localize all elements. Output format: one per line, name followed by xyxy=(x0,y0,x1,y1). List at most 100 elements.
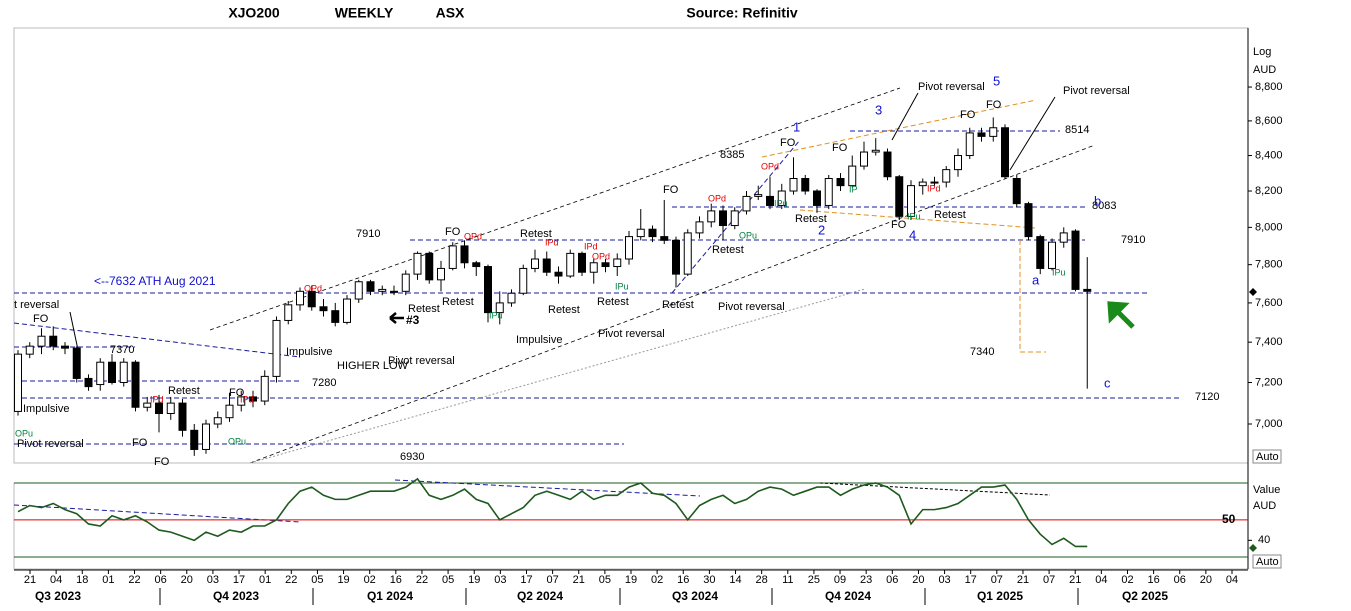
x-tick-label: 14 xyxy=(729,574,741,586)
candle-body xyxy=(84,377,93,388)
osc-line xyxy=(17,477,1088,548)
x-tick-label: 21 xyxy=(573,574,585,586)
auto-button[interactable] xyxy=(1252,449,1282,464)
annotation: 7370 xyxy=(110,344,134,356)
x-tick-label: 06 xyxy=(886,574,898,586)
candle-body xyxy=(378,288,387,292)
annotation: b xyxy=(1094,193,1101,208)
candle-body xyxy=(143,402,152,408)
x-tick-label: 21 xyxy=(24,574,36,586)
x-tick-label: 16 xyxy=(1147,574,1159,586)
annotation: IPu xyxy=(774,198,788,208)
candle-body xyxy=(202,423,210,450)
candle-body xyxy=(354,281,363,300)
annotation: 8514 xyxy=(1065,124,1089,136)
x-tick-label: 06 xyxy=(155,574,167,586)
x-tick-label: 05 xyxy=(442,574,454,586)
candle-body xyxy=(930,181,939,184)
annotation: Retest xyxy=(168,385,200,397)
auto-button-label[interactable]: Auto xyxy=(1256,556,1279,568)
candle-body xyxy=(719,210,727,227)
candle-body xyxy=(907,185,915,217)
x-tick-label: 21 xyxy=(1017,574,1029,586)
quarter-label: Q4 2024 xyxy=(825,589,871,603)
candle-body xyxy=(542,258,551,273)
osc-tick-label: 40 xyxy=(1258,534,1270,546)
candle-body xyxy=(131,361,140,408)
annotation: FO xyxy=(154,456,170,468)
annotation: c xyxy=(1104,375,1111,390)
candle-body xyxy=(918,181,927,187)
annotation: OPd xyxy=(464,231,482,241)
candle-body xyxy=(766,195,774,206)
candle-body xyxy=(707,210,716,223)
candle-body xyxy=(343,298,351,323)
quarter-label: Q2 2024 xyxy=(517,589,563,603)
annotation: HIGHER LOW xyxy=(337,360,409,372)
annotation: Retest xyxy=(795,213,827,225)
annotation: t reversal xyxy=(14,299,59,311)
quarter-label: Q1 2024 xyxy=(367,589,413,603)
annotation: #3 xyxy=(406,313,420,327)
x-tick-label: 21 xyxy=(1069,574,1081,586)
auto-button-label[interactable]: Auto xyxy=(1256,451,1279,463)
candle-body xyxy=(72,347,81,379)
candle-body xyxy=(801,178,810,192)
annotation: FO xyxy=(132,437,148,449)
candle-body xyxy=(942,169,951,183)
annotation: Pivot reversal xyxy=(598,328,665,340)
annotation: FO xyxy=(986,99,1002,111)
x-tick-label: 07 xyxy=(1043,574,1055,586)
annotation: 6930 xyxy=(400,451,424,463)
header-symbol: XJO200 xyxy=(228,5,280,21)
arrow xyxy=(389,312,404,324)
annotation: OPu xyxy=(739,230,757,240)
candle-body xyxy=(425,252,434,281)
candle-body xyxy=(366,281,375,292)
x-tick-label: 22 xyxy=(285,574,297,586)
candle-body xyxy=(331,310,340,323)
annotation: IPu xyxy=(615,281,629,291)
annotation: 1 xyxy=(793,119,800,134)
x-tick-label: 11 xyxy=(782,574,793,586)
auto-button[interactable] xyxy=(1252,554,1282,569)
x-tick-label: 30 xyxy=(703,574,715,586)
annotation: IPd xyxy=(584,241,598,251)
candle-body xyxy=(61,345,69,349)
y-tick-label: 7,200 xyxy=(1255,376,1283,388)
x-tick-label: 05 xyxy=(599,574,611,586)
x-tick-label: 23 xyxy=(860,574,872,586)
candle-body xyxy=(1059,232,1068,243)
annotation: OPd xyxy=(708,193,726,203)
candle-body xyxy=(108,361,116,384)
candle-body xyxy=(531,258,539,269)
annotation: OPd xyxy=(761,161,779,171)
header-period: WEEKLY xyxy=(335,5,394,21)
candle-body xyxy=(284,304,293,321)
candle-body xyxy=(1083,288,1092,292)
candle-body xyxy=(742,195,751,212)
candle-body xyxy=(777,190,786,206)
annotation: IP xyxy=(849,184,858,194)
y-axis-label: Log xyxy=(1253,46,1271,58)
candle-body xyxy=(824,178,833,206)
annotation: Retest xyxy=(548,304,580,316)
annotation: FO xyxy=(663,184,679,196)
candle-body xyxy=(390,290,398,293)
candle-body xyxy=(613,258,622,268)
candle-body xyxy=(954,155,962,171)
candle-body xyxy=(507,292,516,304)
candle-body xyxy=(813,190,821,206)
x-tick-label: 03 xyxy=(938,574,950,586)
oscillator-panel xyxy=(13,482,1249,570)
x-tick-label: 18 xyxy=(76,574,88,586)
annotation: IPu xyxy=(907,211,921,221)
y-tick-label: 7,800 xyxy=(1255,259,1283,271)
annotation: FO xyxy=(33,313,49,325)
candle-body xyxy=(601,262,610,268)
x-tick-label: 01 xyxy=(259,574,271,586)
candle-body xyxy=(437,267,445,281)
annotation: 7340 xyxy=(970,346,994,358)
x-tick-label: 20 xyxy=(181,574,193,586)
